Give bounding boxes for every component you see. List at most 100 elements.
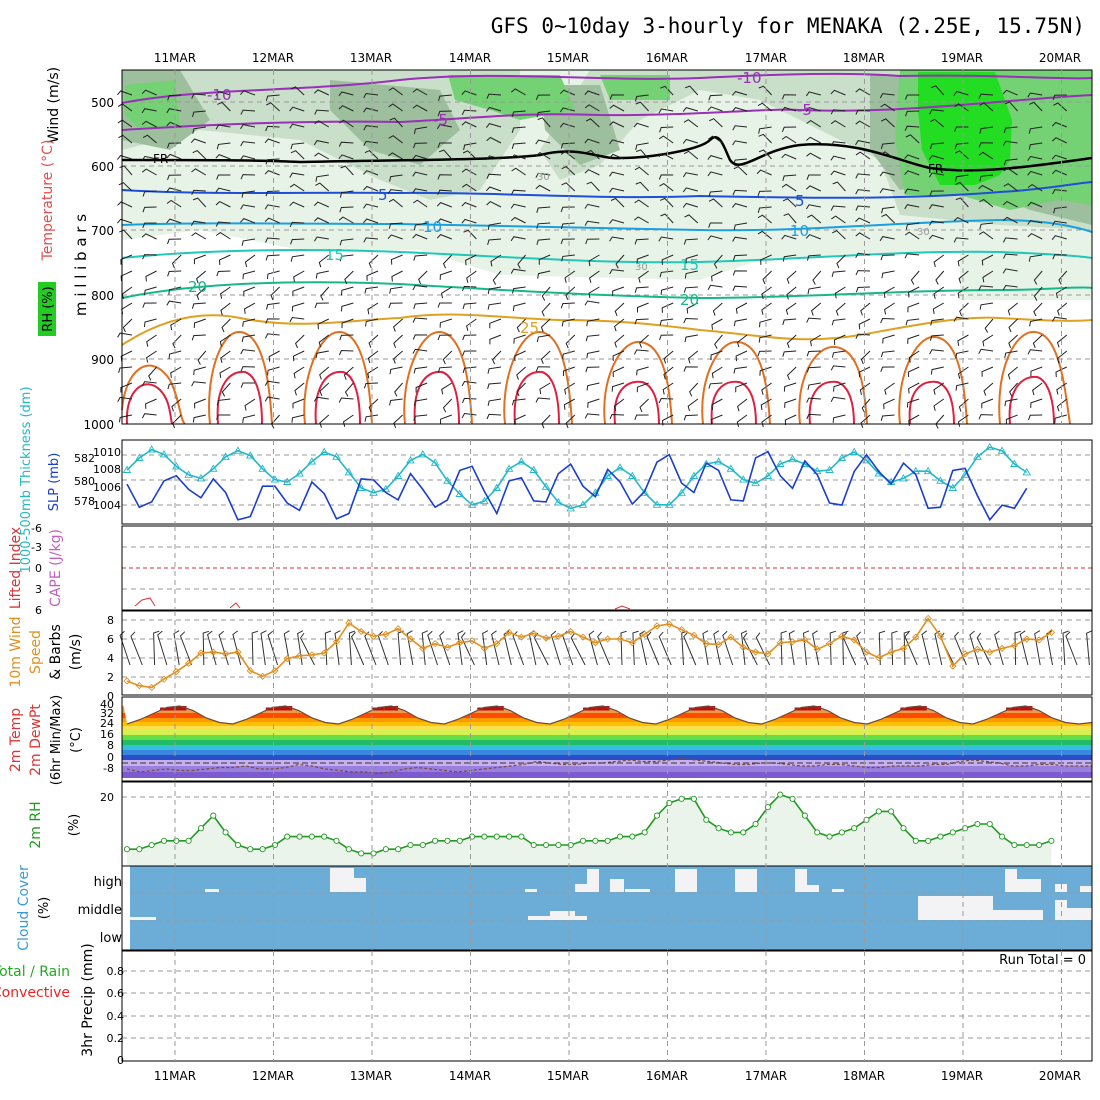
wind-barb bbox=[121, 302, 133, 315]
data-point bbox=[308, 651, 316, 659]
wind10-frame bbox=[121, 610, 1093, 696]
wind-barb bbox=[239, 155, 256, 161]
wind-barb bbox=[170, 366, 182, 378]
rh2m-panel: 20 2m RH (%) bbox=[28, 781, 1093, 867]
data-point bbox=[431, 640, 439, 648]
wind-barb bbox=[781, 94, 797, 100]
temp2m-frame bbox=[121, 696, 1093, 782]
wind-barb bbox=[978, 184, 994, 192]
temp-yticks: 40 32 24 16 8 0 -8 bbox=[100, 698, 114, 775]
wind-barb bbox=[541, 414, 551, 429]
wind-barb bbox=[1052, 189, 1067, 195]
wind-barb bbox=[646, 631, 660, 666]
wind-barb bbox=[191, 168, 207, 176]
data-point bbox=[1023, 635, 1031, 643]
wind-barb bbox=[535, 151, 551, 160]
data-point bbox=[432, 837, 439, 844]
wind-barb bbox=[339, 119, 354, 128]
data-point bbox=[295, 652, 304, 660]
wind-barb bbox=[264, 380, 280, 386]
wind-barb bbox=[880, 142, 895, 150]
date-label-top: 11MAR bbox=[154, 51, 196, 65]
wind-barb bbox=[858, 366, 871, 378]
wind-barb bbox=[1028, 142, 1043, 150]
wind-barb bbox=[413, 222, 428, 231]
wind-barb bbox=[117, 396, 133, 403]
contour-5 bbox=[121, 181, 1093, 199]
contour-label: 10 bbox=[790, 222, 809, 240]
wind-barb bbox=[688, 382, 699, 397]
data-point bbox=[529, 465, 539, 473]
data-point bbox=[604, 837, 611, 844]
wind-barb bbox=[904, 170, 920, 176]
wind10-barbs bbox=[119, 630, 1093, 666]
data-point bbox=[875, 654, 883, 662]
cloud-frame bbox=[121, 865, 1093, 951]
wind-barb bbox=[805, 91, 821, 97]
temp-band bbox=[122, 772, 1092, 778]
wind-barb bbox=[486, 155, 502, 161]
wind-barb bbox=[170, 318, 182, 331]
wind-barb bbox=[536, 238, 551, 246]
wind-barb bbox=[318, 334, 330, 348]
wind-barb bbox=[441, 286, 453, 299]
wind-barb bbox=[732, 91, 748, 96]
ylabel-thickness: 1000-500mb Thickness (dm) bbox=[19, 386, 34, 573]
wind-barb bbox=[264, 396, 280, 402]
wind-barb bbox=[511, 142, 526, 149]
wind-barb bbox=[363, 92, 379, 99]
ytick-label: 1004 bbox=[93, 499, 121, 512]
data-point bbox=[506, 833, 513, 840]
temp-peak-shade bbox=[477, 707, 491, 711]
wind-barb bbox=[513, 334, 526, 344]
wind-barb bbox=[413, 254, 428, 261]
wind-barb bbox=[194, 398, 206, 409]
wind-barb bbox=[242, 270, 256, 280]
wind-barb bbox=[807, 214, 822, 224]
wind-barb bbox=[880, 151, 895, 160]
wind-barb bbox=[1008, 382, 1018, 397]
wind-barb bbox=[802, 630, 810, 666]
wind-barb bbox=[830, 155, 846, 161]
wind-barb bbox=[733, 366, 748, 374]
temp-band bbox=[122, 766, 1092, 772]
temp-peak-shade bbox=[1019, 706, 1033, 711]
data-point bbox=[616, 833, 624, 840]
wind-barb bbox=[415, 382, 428, 393]
data-point bbox=[974, 820, 981, 828]
wind-barb bbox=[241, 190, 256, 198]
wind-barb bbox=[758, 126, 772, 134]
wind-barb bbox=[928, 220, 944, 226]
wind-barb bbox=[319, 382, 330, 396]
wind-barb bbox=[215, 221, 231, 227]
wind-barb bbox=[167, 94, 182, 101]
date-label-bottom: 20MAR bbox=[1039, 1069, 1081, 1083]
ytick-label: 6 bbox=[35, 604, 42, 617]
wind-barb bbox=[145, 398, 157, 409]
data-point bbox=[555, 841, 562, 849]
wind-barb bbox=[707, 155, 723, 160]
wind-barb bbox=[881, 206, 895, 214]
wind-barb bbox=[931, 85, 945, 96]
wind-barb bbox=[830, 396, 846, 402]
data-point bbox=[690, 631, 698, 639]
wind-barb bbox=[461, 109, 477, 116]
ytick-label: -8 bbox=[103, 762, 114, 775]
slp-left-ticks: 582 580 578 bbox=[74, 452, 95, 508]
wind-barb bbox=[687, 398, 699, 412]
wind-barb bbox=[338, 91, 354, 97]
wind-barb bbox=[1027, 170, 1043, 176]
wind-barb bbox=[537, 270, 551, 279]
ylabel-temp: Temperature (°C) bbox=[40, 140, 56, 262]
cloud-block-high bbox=[587, 869, 599, 892]
wind-barb bbox=[782, 198, 797, 208]
wind-barb bbox=[1028, 254, 1043, 262]
ylabel-cloud-percent: (%) bbox=[37, 897, 52, 920]
cloud-block-high bbox=[205, 889, 219, 892]
wind-barb bbox=[829, 630, 837, 666]
contour-label: 30 bbox=[537, 172, 550, 183]
temp-band bbox=[122, 750, 1092, 755]
wind-barb bbox=[932, 302, 945, 314]
wind-barb bbox=[168, 350, 182, 360]
data-point bbox=[923, 466, 933, 475]
